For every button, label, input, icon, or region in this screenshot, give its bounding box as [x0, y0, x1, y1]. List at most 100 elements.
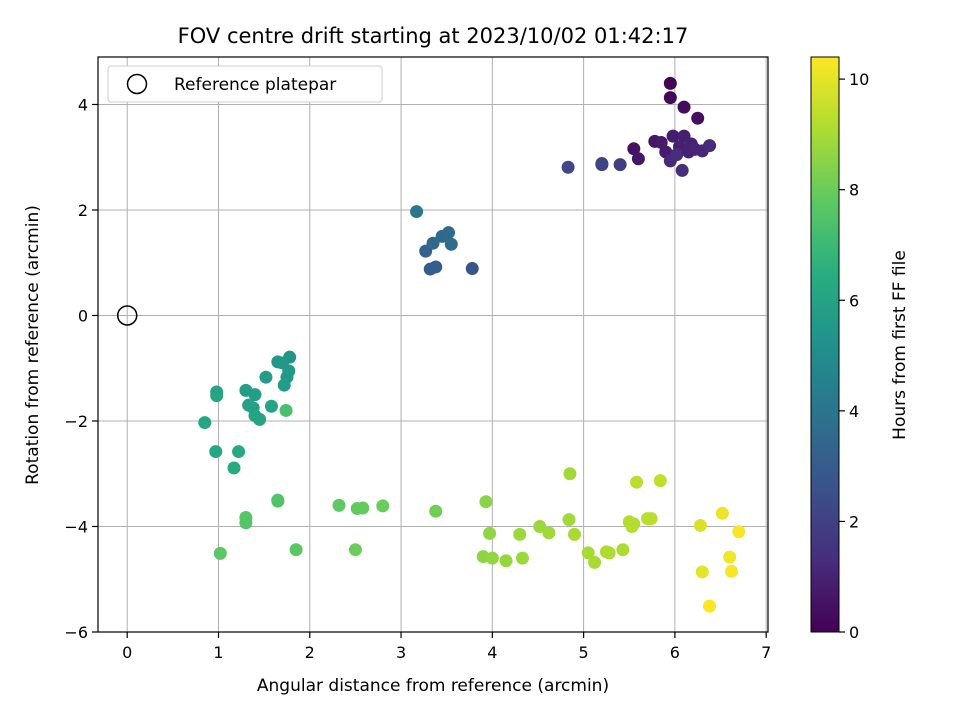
data-point	[213, 546, 227, 560]
data-point	[703, 139, 717, 153]
colorbar-tick-label: 8	[849, 181, 859, 200]
data-point	[209, 445, 223, 459]
data-point	[483, 526, 497, 540]
x-tick-label: 1	[213, 643, 223, 662]
data-point	[410, 205, 424, 219]
data-point	[442, 226, 456, 240]
x-tick-label: 2	[305, 643, 315, 662]
x-tick-label: 5	[579, 643, 589, 662]
data-point	[348, 543, 362, 557]
y-tick-label: −6	[64, 623, 88, 642]
data-point	[581, 546, 595, 560]
data-point	[675, 163, 689, 177]
data-point	[232, 445, 246, 459]
data-point	[356, 501, 370, 515]
data-point	[715, 506, 729, 520]
data-point	[227, 461, 241, 475]
data-point	[562, 513, 576, 527]
data-point	[563, 467, 577, 481]
data-point	[277, 378, 291, 392]
data-point	[693, 518, 707, 532]
data-point	[239, 516, 253, 530]
data-point	[723, 550, 737, 564]
data-point	[542, 526, 556, 540]
colorbar-gradient	[810, 56, 840, 633]
colorbar-tick-label: 10	[849, 70, 869, 89]
data-point	[376, 499, 390, 513]
data-point	[613, 158, 627, 172]
y-tick-label: 2	[78, 201, 88, 220]
data-point	[499, 554, 513, 568]
data-point	[666, 129, 680, 143]
data-point	[567, 527, 581, 541]
x-tick-label: 0	[122, 643, 132, 662]
data-point	[627, 142, 641, 156]
data-point	[653, 474, 667, 488]
colorbar-tick-label: 4	[849, 402, 859, 421]
data-point	[561, 160, 575, 174]
data-point	[513, 527, 527, 541]
colorbar: 0 2 4 6 8 10 Hours from first FF file	[810, 56, 910, 642]
data-point	[444, 237, 458, 251]
data-point	[595, 157, 609, 171]
data-point	[627, 517, 641, 531]
data-point	[644, 512, 658, 526]
data-point	[253, 412, 267, 426]
data-point	[732, 525, 746, 539]
x-tick-label: 6	[670, 643, 680, 662]
legend-reference-marker	[126, 73, 148, 95]
chart-title: FOV centre drift starting at 2023/10/02 …	[178, 24, 689, 48]
data-point	[616, 543, 630, 557]
data-point	[264, 399, 278, 413]
data-point	[485, 551, 499, 565]
data-point	[602, 546, 616, 560]
data-point	[533, 519, 547, 533]
legend: Reference platepar	[107, 65, 383, 103]
data-point	[631, 152, 645, 166]
data-points	[198, 76, 746, 613]
data-point	[429, 504, 443, 518]
data-point	[259, 370, 273, 384]
data-point	[663, 76, 677, 90]
data-point	[426, 236, 440, 250]
plot-frame	[97, 56, 769, 633]
data-point	[332, 498, 346, 512]
legend-entry-reference: Reference platepar	[174, 75, 336, 95]
x-axis-label: Angular distance from reference (arcmin)	[257, 676, 609, 696]
reference-point	[116, 305, 138, 326]
y-tick-label: −2	[64, 412, 88, 431]
y-tick-label: 4	[78, 95, 88, 114]
data-point	[279, 403, 293, 417]
data-point	[677, 100, 691, 114]
colorbar-tick-label: 6	[849, 291, 859, 310]
x-axis-ticks: 0 1 2 3 4 5 6 7	[122, 632, 771, 662]
data-point	[670, 148, 684, 162]
data-point	[695, 565, 709, 579]
data-point	[703, 599, 717, 613]
colorbar-tick-label: 0	[849, 623, 859, 642]
colorbar-ticks: 0 2 4 6 8 10	[839, 70, 869, 642]
colorbar-tick-label: 2	[849, 512, 859, 531]
x-tick-label: 3	[396, 643, 406, 662]
data-point	[198, 416, 212, 430]
colorbar-label: Hours from first FF file	[890, 250, 910, 440]
data-point	[515, 551, 529, 565]
y-axis-ticks: −6 −4 −2 0 2 4	[64, 95, 98, 642]
data-point	[724, 564, 738, 578]
data-point	[479, 495, 493, 509]
x-tick-label: 4	[487, 643, 497, 662]
legend-box	[107, 65, 383, 103]
data-point	[248, 388, 262, 402]
reference-marker	[116, 305, 138, 326]
data-point	[465, 262, 479, 276]
data-point	[289, 543, 303, 557]
y-tick-label: −4	[64, 517, 88, 536]
data-point	[210, 385, 224, 399]
data-point	[663, 91, 677, 105]
y-tick-label: 0	[78, 306, 88, 325]
y-axis-label: Rotation from reference (arcmin)	[23, 205, 43, 485]
data-point	[630, 475, 644, 489]
x-tick-label: 7	[761, 643, 771, 662]
data-point	[429, 260, 443, 274]
